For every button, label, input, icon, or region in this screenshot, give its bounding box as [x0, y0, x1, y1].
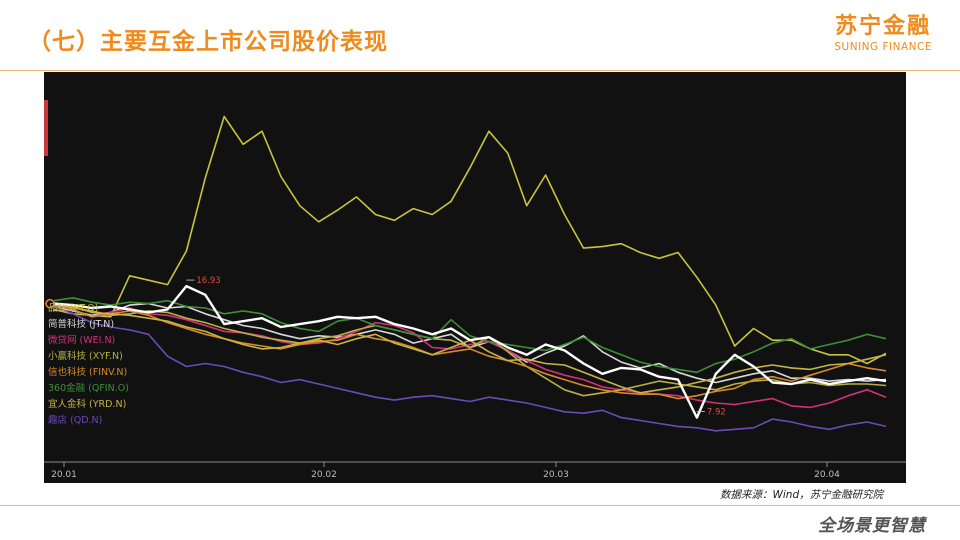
x-tick-label: 20.03 — [543, 470, 569, 480]
brand-logo: 苏宁金融 SUNING FINANCE — [834, 14, 932, 54]
legend-entry: 小赢科技 (XYF.N) — [48, 350, 123, 362]
start-marker — [45, 298, 55, 309]
series-line-4 — [53, 302, 887, 400]
footer-divider — [0, 505, 960, 506]
legend-entry: 微贷网 (WEI.N) — [48, 334, 115, 346]
series-line-7 — [53, 305, 887, 432]
legend-entry: 品钛 (PT.O) — [48, 302, 98, 314]
legend-entry: 360金融 (QFIN.O) — [48, 382, 129, 394]
legend-entry: 信也科技 (FINV.N) — [48, 366, 127, 378]
series-line-5 — [53, 297, 887, 374]
x-tick-label: 20.04 — [814, 470, 840, 480]
legend-entry: 宜人金科 (YRD.N) — [48, 398, 126, 410]
annotation-label: 7.92 — [707, 408, 726, 418]
data-source-note: 数据来源：Wind，苏宁金融研究院 — [720, 489, 884, 501]
chart-background — [44, 72, 906, 483]
x-tick-label: 20.02 — [311, 470, 337, 480]
x-tick-label: 20.01 — [51, 470, 77, 480]
series-line-2 — [53, 304, 887, 409]
logo-text-cn: 苏宁金融 — [835, 14, 932, 39]
footer-slogan: 全场景更智慧 — [818, 516, 926, 536]
series-line-0 — [53, 115, 887, 365]
chart-marker-bar — [44, 100, 48, 156]
page-title: （七）主要互金上市公司股价表现 — [28, 29, 388, 55]
legend-entry: 趣店 (QD.N) — [48, 414, 102, 426]
stock-price-chart: 20.01 20.02 20.03 20.04 16.93 7.92 品钛 (PT.O)… — [44, 72, 906, 483]
header-divider — [0, 70, 960, 71]
legend-entry: 简普科技 (JT.N) — [48, 318, 114, 330]
logo-text-en: SUNING FINANCE — [834, 41, 932, 53]
annotation-label: 16.93 — [196, 276, 220, 286]
series-line-highlight — [53, 284, 887, 419]
